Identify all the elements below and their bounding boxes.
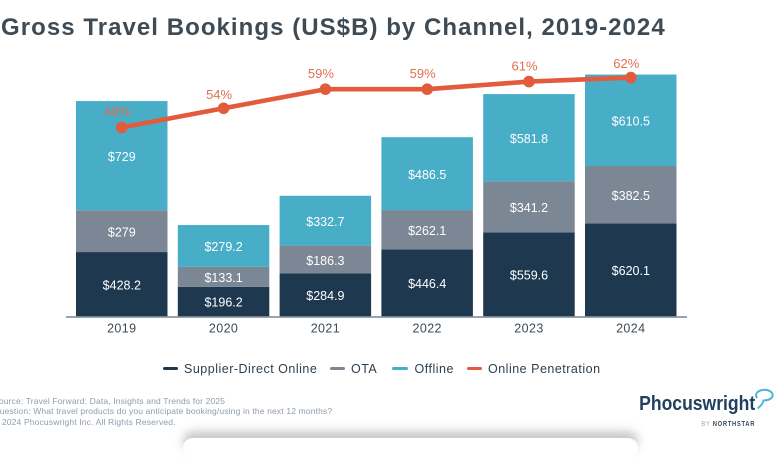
svg-text:59%: 59% bbox=[308, 66, 334, 81]
svg-text:$284.9: $284.9 bbox=[306, 289, 344, 303]
svg-text:$428.2: $428.2 bbox=[103, 278, 141, 292]
svg-text:$133.1: $133.1 bbox=[204, 271, 242, 285]
svg-text:2019: 2019 bbox=[107, 321, 136, 335]
svg-text:$446.4: $446.4 bbox=[408, 277, 446, 291]
svg-text:$620.1: $620.1 bbox=[612, 264, 650, 278]
svg-text:$559.6: $559.6 bbox=[510, 269, 548, 283]
svg-text:61%: 61% bbox=[511, 59, 537, 74]
svg-text:$581.8: $581.8 bbox=[510, 132, 548, 146]
svg-text:$196.2: $196.2 bbox=[204, 296, 242, 310]
svg-text:$486.5: $486.5 bbox=[408, 168, 446, 182]
svg-text:$610.5: $610.5 bbox=[612, 115, 650, 129]
svg-text:$262.1: $262.1 bbox=[408, 224, 446, 238]
svg-text:$382.5: $382.5 bbox=[612, 189, 650, 203]
svg-text:$279: $279 bbox=[108, 225, 136, 239]
svg-text:$186.3: $186.3 bbox=[306, 254, 344, 268]
svg-text:62%: 62% bbox=[613, 56, 639, 71]
svg-text:2020: 2020 bbox=[209, 321, 238, 335]
svg-text:49%: 49% bbox=[104, 104, 130, 119]
svg-text:2023: 2023 bbox=[514, 321, 543, 335]
svg-text:59%: 59% bbox=[410, 66, 436, 81]
svg-text:54%: 54% bbox=[206, 87, 232, 102]
svg-text:2024: 2024 bbox=[616, 321, 645, 335]
svg-text:2021: 2021 bbox=[311, 321, 340, 335]
svg-text:$729: $729 bbox=[108, 150, 136, 164]
svg-text:2022: 2022 bbox=[412, 321, 441, 335]
svg-text:$341.2: $341.2 bbox=[510, 201, 548, 215]
svg-text:$279.2: $279.2 bbox=[204, 240, 242, 254]
svg-text:$332.7: $332.7 bbox=[306, 215, 344, 229]
